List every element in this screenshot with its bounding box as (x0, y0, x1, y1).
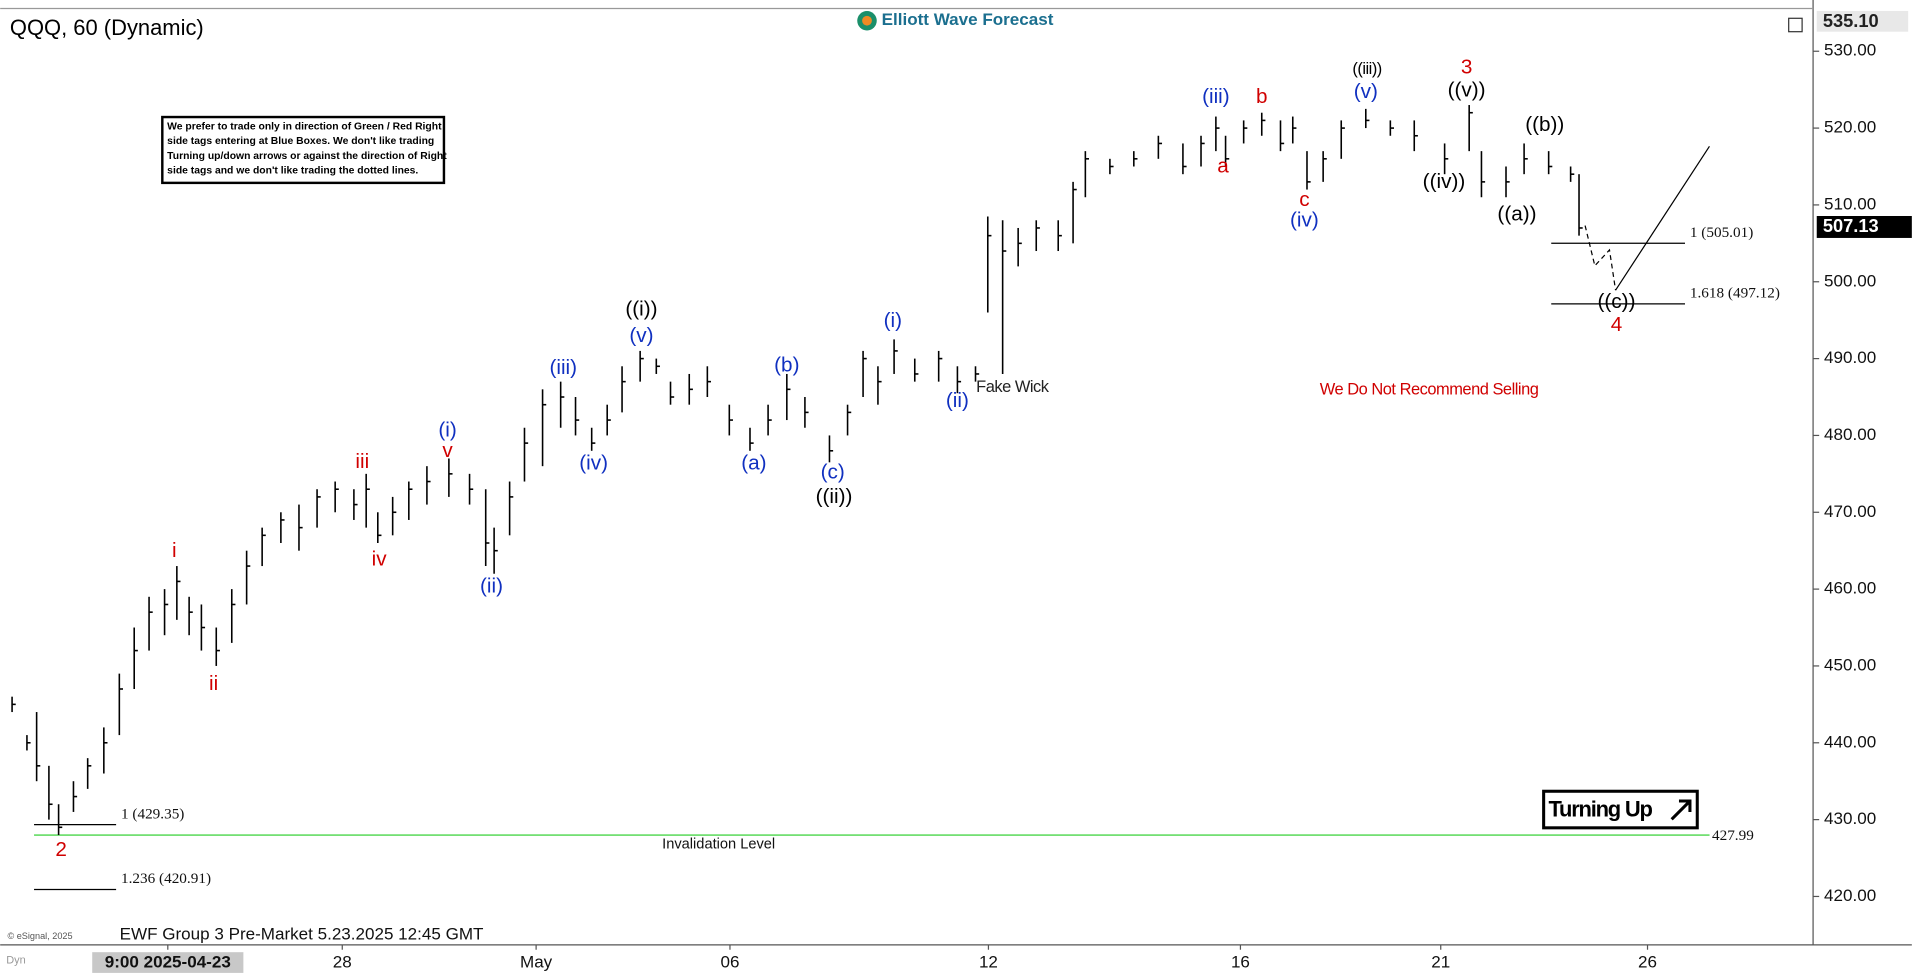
wave-label: ((i)) (625, 298, 657, 321)
note-line: We prefer to trade only in direction of … (167, 122, 442, 133)
x-cursor-box (92, 952, 244, 973)
y-tick-label: 460.00 (1824, 579, 1876, 598)
x-tick-label: 12 (979, 953, 998, 972)
wave-label: ((c)) (1598, 290, 1636, 313)
level-label: 1.236 (420.91) (121, 870, 211, 887)
wave-label: ((iii)) (1352, 60, 1381, 78)
brand: Elliott Wave Forecast (882, 10, 1054, 29)
wave-label: ((b)) (1525, 113, 1564, 136)
y-tick-label: 530.00 (1824, 41, 1876, 60)
note-box (161, 115, 446, 185)
x-tick-label: 9:00 2025-04-23 (105, 953, 231, 972)
wave-label: We Do Not Recommend Selling (1320, 380, 1539, 398)
wave-label: 2 (55, 838, 67, 861)
last-price-box (1816, 215, 1912, 238)
invalidation-text: Invalidation Level (662, 837, 775, 853)
wave-label: (iv) (579, 451, 608, 474)
note-line: side tags and we don't like trading the … (167, 165, 418, 176)
wave-label: ii (209, 672, 218, 695)
wave-label: (v) (1354, 80, 1378, 103)
wave-label: ((iv)) (1423, 170, 1466, 193)
x-tick-label: 06 (720, 953, 739, 972)
note-text: We prefer to trade only in direction of … (167, 122, 447, 177)
top-label-box (1816, 10, 1909, 32)
y-tick-label: 500.00 (1824, 271, 1876, 290)
wave-label: iii (355, 450, 369, 473)
y-tick-label: 480.00 (1824, 425, 1876, 444)
y-tick-label: 430.00 (1824, 809, 1876, 828)
wave-label: 4 (1611, 313, 1623, 336)
y-tick-label: 470.00 (1824, 502, 1876, 521)
projection-line (1615, 145, 1710, 291)
wave-label: (ii) (480, 574, 503, 597)
x-tick-label: May (520, 953, 553, 972)
wave-label: v (442, 439, 453, 462)
level-label: 427.99 (1712, 827, 1754, 844)
wave-label: (b) (774, 354, 799, 377)
wave-label: (ii) (946, 389, 969, 412)
y-tick-label: 440.00 (1824, 732, 1876, 751)
wave-label: (c) (821, 461, 845, 484)
wave-label: b (1256, 85, 1268, 108)
y-tick-label: 490.00 (1824, 348, 1876, 367)
wave-label: (i) (884, 309, 902, 332)
wave-label: Fake Wick (976, 378, 1050, 396)
projection-dashed (1584, 225, 1617, 291)
wave-label: (v) (629, 324, 653, 347)
y-tick-label: 510.00 (1824, 194, 1876, 213)
y-tick-label: 450.00 (1824, 655, 1876, 674)
wave-label: c (1299, 188, 1309, 211)
wave-label: (iii) (1202, 85, 1230, 108)
wave-label: a (1217, 155, 1229, 178)
wave-label: iv (372, 547, 388, 570)
level-label: 1 (429.35) (121, 805, 184, 822)
badge-arrow (1670, 799, 1692, 821)
wave-label: (a) (741, 451, 766, 474)
corner-label: Dyn (6, 955, 26, 967)
chart-title: QQQ, 60 (Dynamic) (10, 15, 204, 40)
copyright: © eSignal, 2025 (7, 931, 72, 941)
wave-label: ((a)) (1497, 202, 1536, 225)
top-label: 535.10 (1823, 10, 1879, 31)
wave-label: ((ii)) (816, 485, 853, 508)
last-price: 507.13 (1823, 215, 1879, 236)
x-tick-label: 28 (333, 953, 352, 972)
note-line: side tags entering at Blue Boxes. We don… (167, 136, 434, 147)
wave-label: (iv) (1290, 209, 1319, 232)
wave-label: (iii) (549, 356, 577, 379)
level-label: 1.618 (497.12) (1690, 285, 1780, 302)
wave-label: (i) (438, 418, 456, 441)
footer: EWF Group 3 Pre-Market 5.23.2025 12:45 G… (120, 925, 484, 944)
x-tick-label: 26 (1638, 953, 1657, 972)
x-tick-label: 21 (1431, 953, 1450, 972)
badge-text: Turning Up (1549, 797, 1653, 822)
level-label: 1 (505.01) (1690, 224, 1753, 241)
badge-box (1542, 789, 1699, 830)
y-tick-label: 420.00 (1824, 886, 1876, 905)
y-tick-label: 520.00 (1824, 118, 1876, 137)
wave-label: ((v)) (1448, 79, 1486, 102)
window-icon[interactable] (1788, 17, 1803, 33)
x-tick-label: 16 (1231, 953, 1250, 972)
wave-label: 3 (1461, 56, 1473, 79)
brand-logo-inner (862, 15, 872, 26)
note-line: Turning up/down arrows or against the di… (167, 151, 447, 162)
wave-label: i (172, 539, 177, 562)
